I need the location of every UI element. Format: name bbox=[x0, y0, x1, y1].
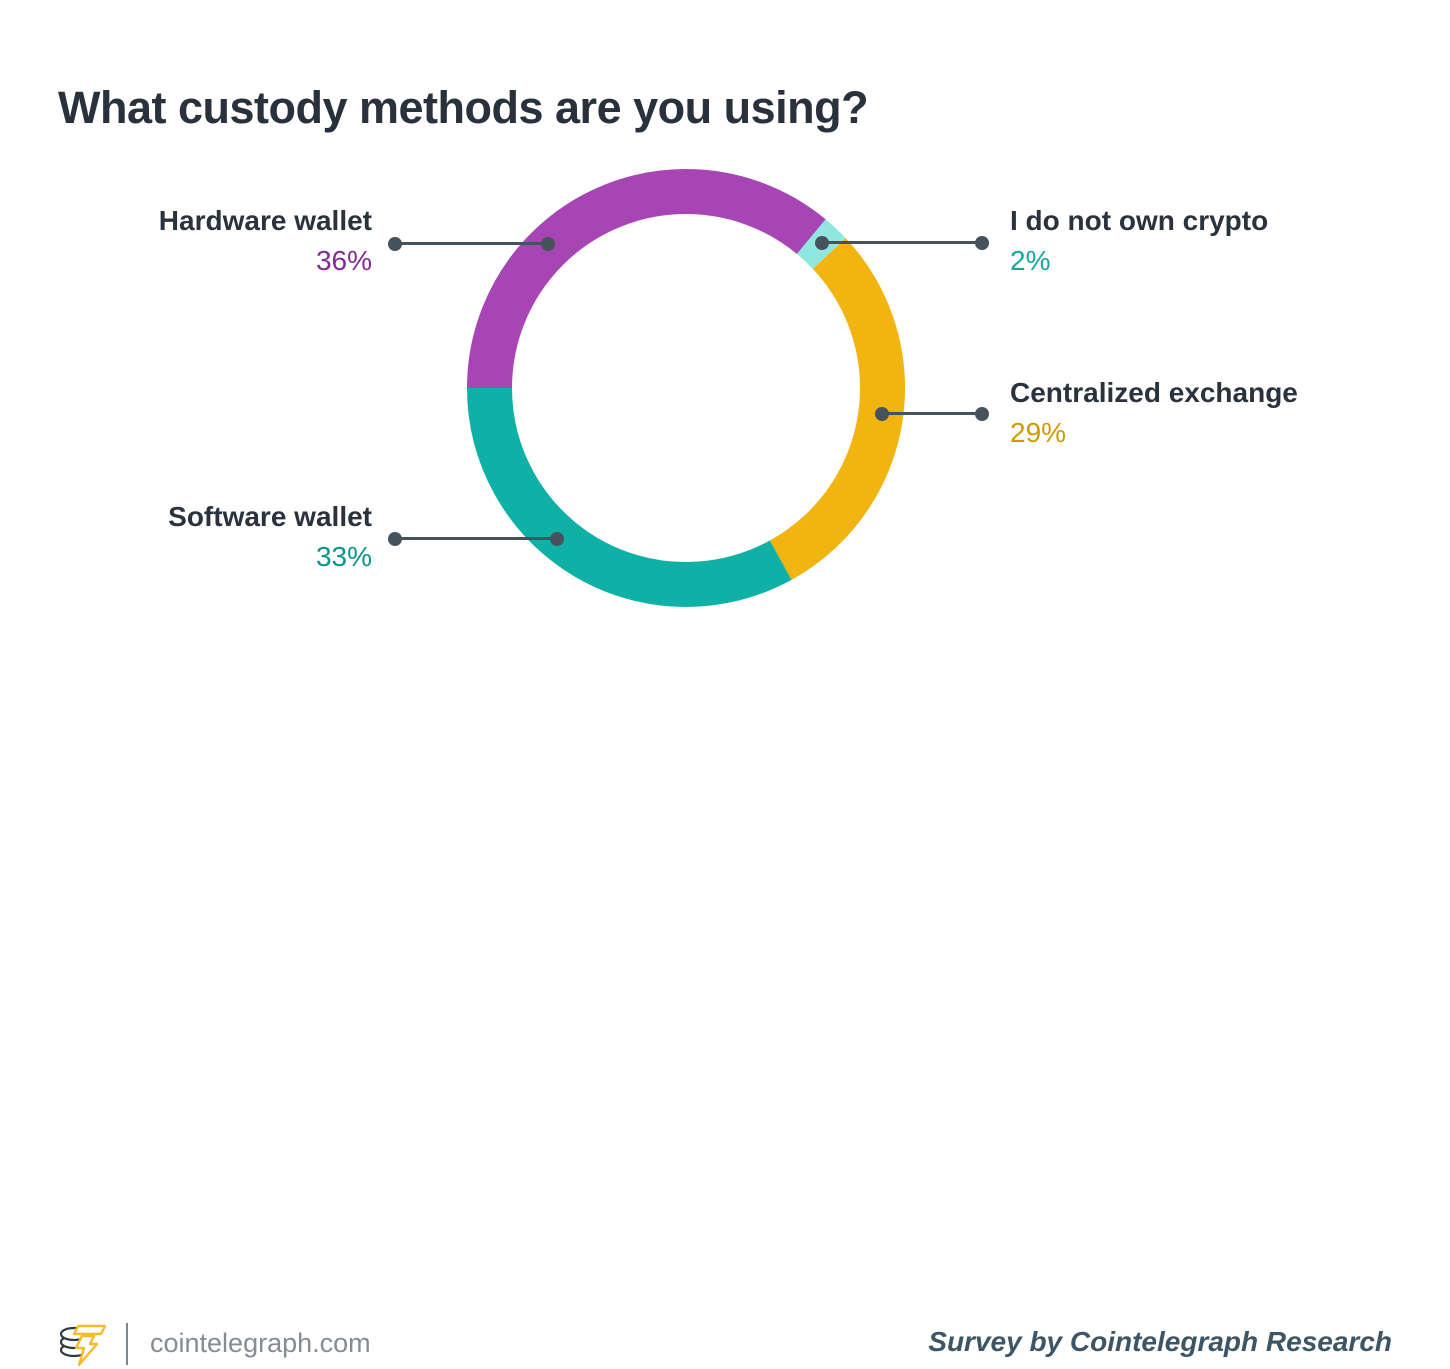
label-centralized-exchange-value: 29% bbox=[1010, 417, 1067, 449]
label-hardware-wallet: Hardware wallet 36% bbox=[159, 201, 372, 281]
label-centralized-exchange-name: Centralized exchange bbox=[1010, 377, 1298, 408]
donut-chart-svg bbox=[467, 168, 905, 607]
donut-segment-software-wallet bbox=[467, 169, 905, 607]
donut-segment-i-do-not-own-crypto bbox=[467, 168, 905, 607]
label-hardware-wallet-name: Hardware wallet bbox=[158, 205, 372, 236]
donut-segment-centralized-exchange bbox=[467, 168, 905, 607]
survey-credit: Survey by Cointelegraph Research bbox=[928, 1326, 1392, 1357]
infographic: What custody methods are you using? Hard… bbox=[0, 82, 1450, 1367]
label-no-crypto-name: I do not own crypto bbox=[1010, 205, 1269, 236]
connector-no-crypto bbox=[815, 235, 989, 250]
page-title: What custody methods are you using? bbox=[58, 82, 869, 134]
label-no-crypto: I do not own crypto 2% bbox=[1010, 201, 1268, 281]
donut-chart bbox=[456, 158, 916, 618]
connector-hardware-wallet bbox=[388, 236, 555, 251]
label-software-wallet-value: 33% bbox=[315, 541, 372, 573]
label-software-wallet-name: Software wallet bbox=[168, 501, 372, 532]
connector-centralized-exchange bbox=[875, 406, 989, 421]
connector-software-wallet bbox=[388, 531, 564, 546]
site-name: cointelegraph.com bbox=[150, 1328, 371, 1358]
footer: cointelegraph.com Survey by Cointelegrap… bbox=[0, 657, 1450, 1367]
label-centralized-exchange: Centralized exchange 29% bbox=[1010, 373, 1298, 453]
label-software-wallet: Software wallet 33% bbox=[168, 497, 372, 577]
cointelegraph-logo-icon bbox=[59, 1324, 107, 1367]
label-hardware-wallet-value: 36% bbox=[315, 245, 372, 277]
label-no-crypto-value: 2% bbox=[1010, 245, 1051, 277]
footer-divider bbox=[126, 1323, 128, 1365]
